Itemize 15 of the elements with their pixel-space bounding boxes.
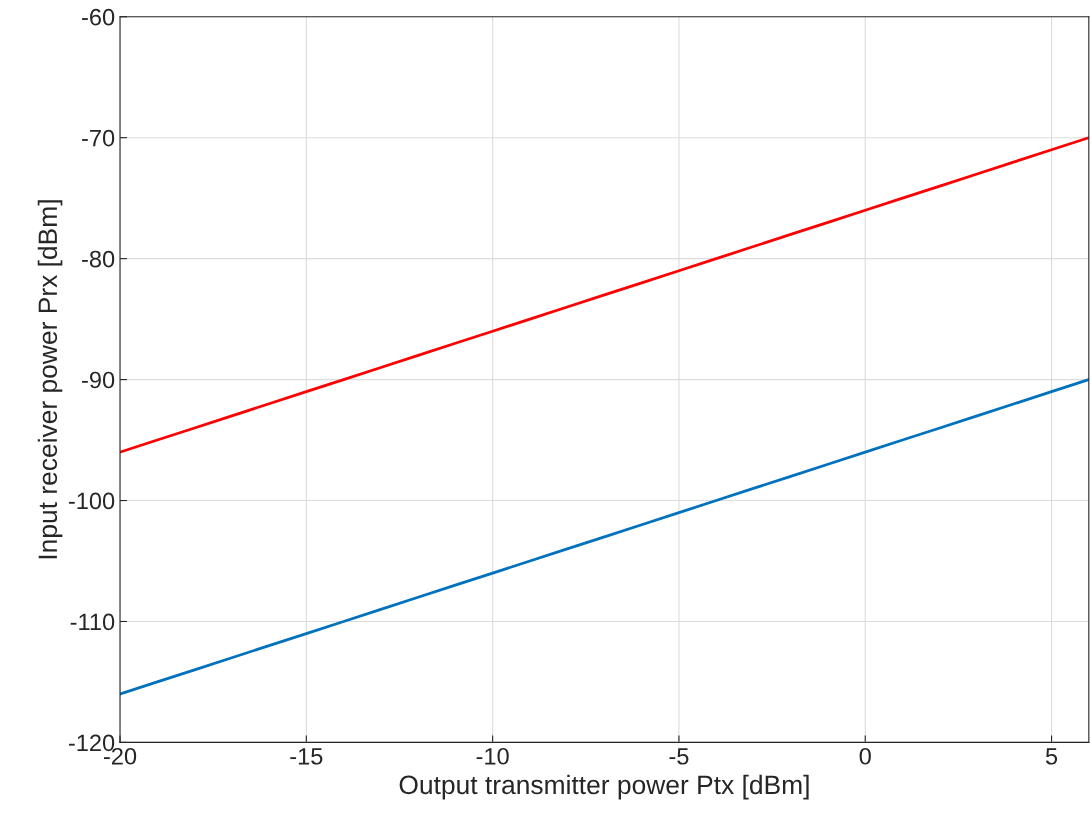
line-series (120, 378, 1089, 696)
y-tick-label: -90 (82, 371, 115, 389)
y-tick-label: -80 (82, 250, 115, 268)
x-tick-label: -10 (476, 747, 509, 765)
x-tick-label: -15 (290, 748, 323, 765)
y-tick-label: -70 (82, 129, 115, 147)
x-tick-label: 0 (859, 747, 871, 765)
x-tick-label: -5 (669, 748, 689, 765)
line-series (120, 136, 1089, 454)
y-tick-label: -100 (68, 492, 115, 510)
y-axis-title: Input receiver power Prx [dBm] (37, 200, 63, 559)
x-axis-title: Output transmitter power Ptx [dBm] (399, 774, 809, 800)
y-tick-label: -60 (82, 8, 115, 26)
y-tick-label: -110 (70, 613, 115, 631)
x-tick-label: 5 (1045, 748, 1058, 765)
